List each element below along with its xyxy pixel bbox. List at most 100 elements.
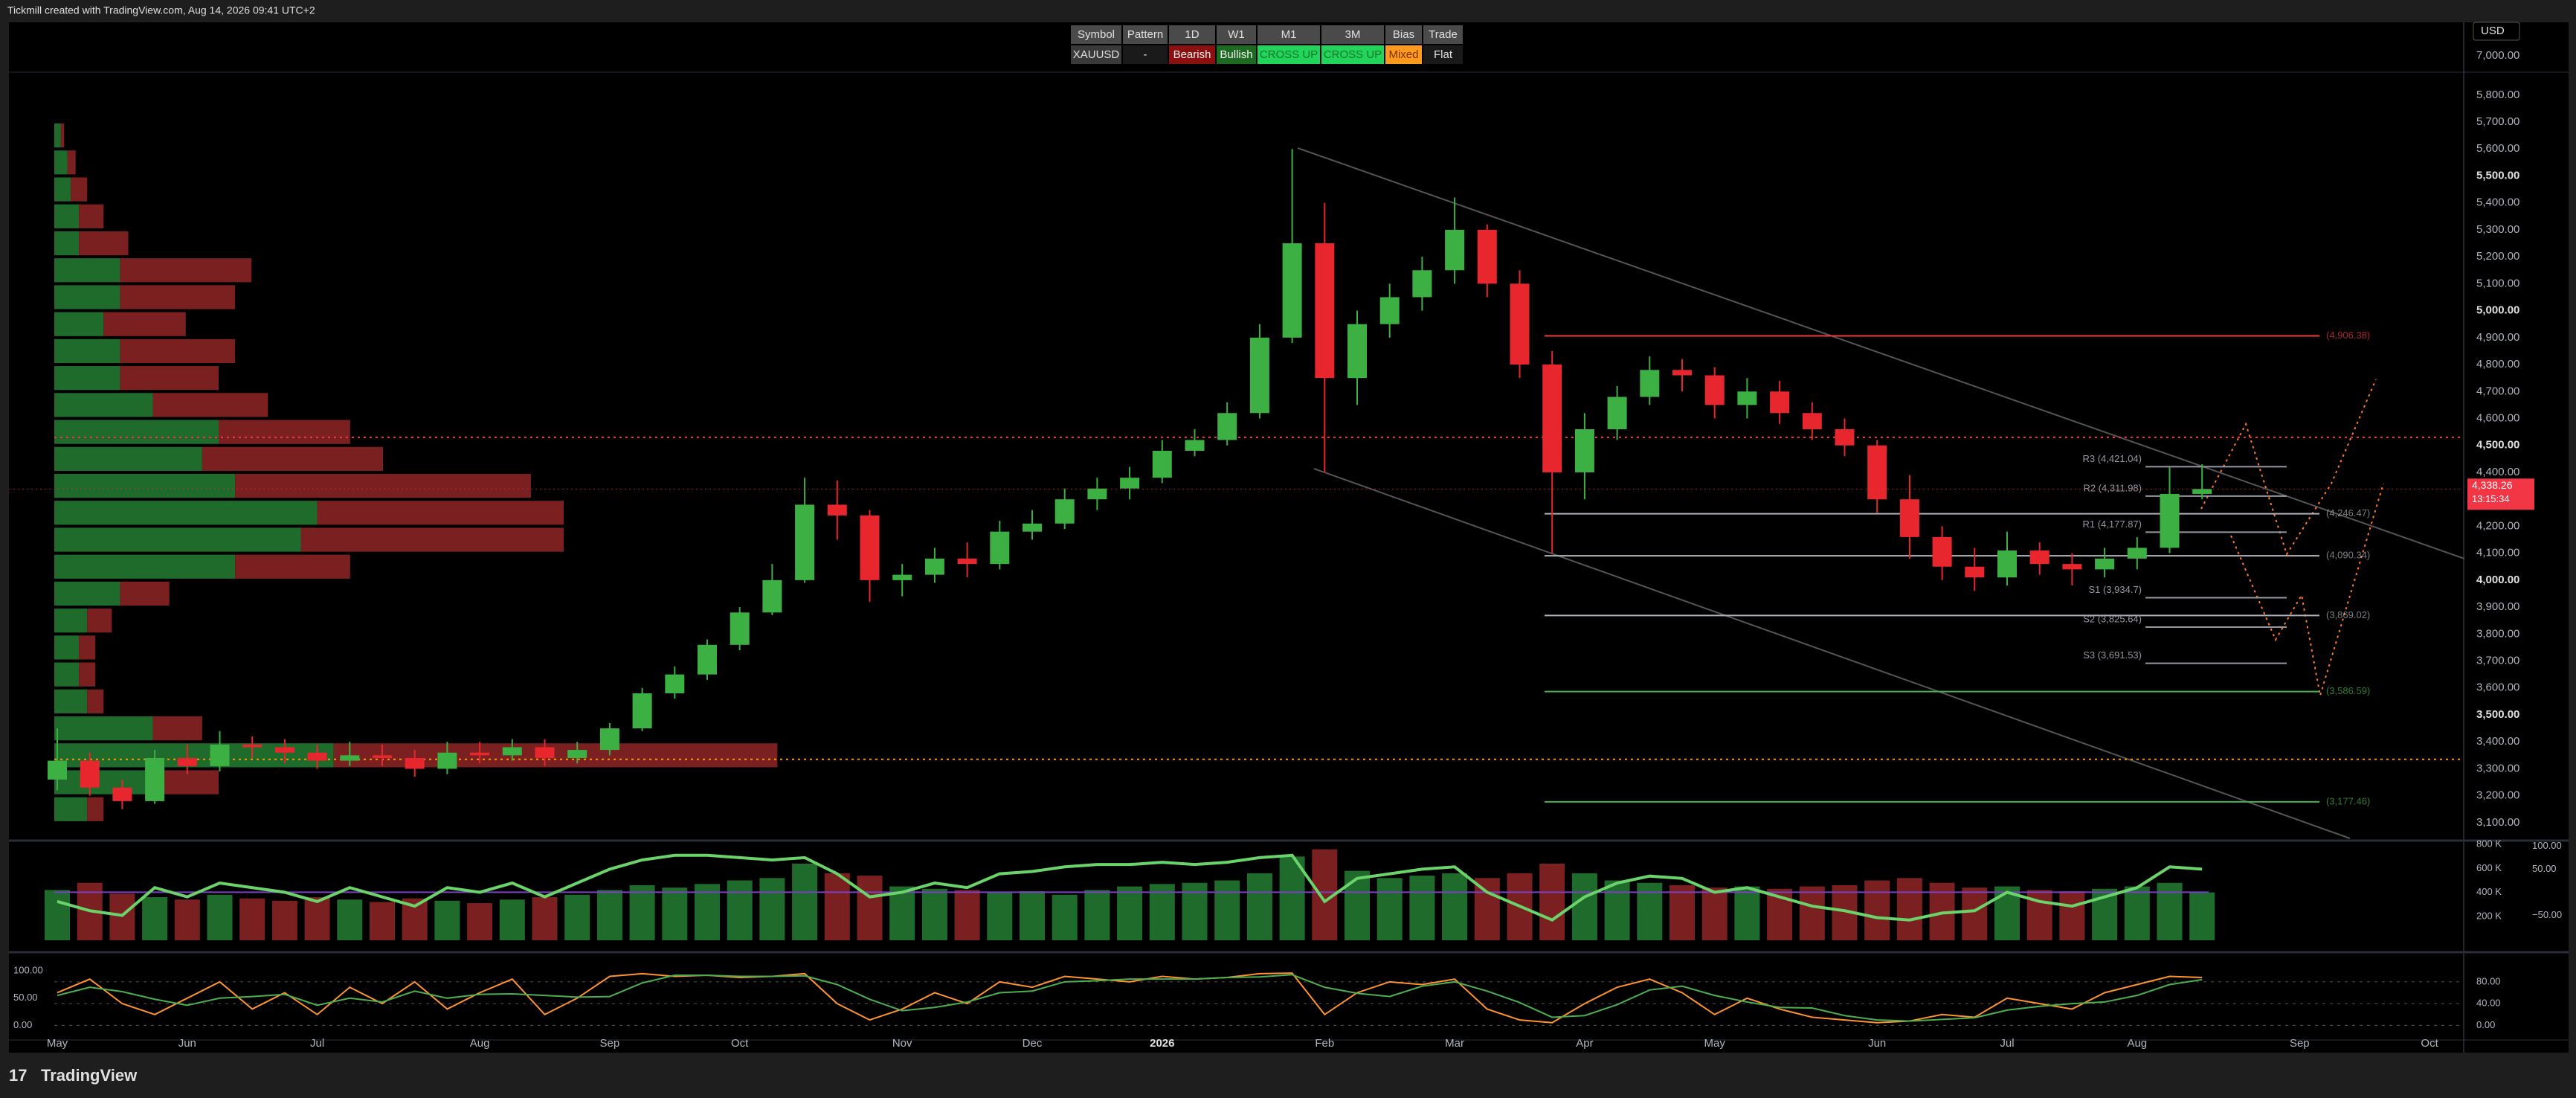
volume-bar <box>1604 880 1630 940</box>
profile-down <box>152 716 202 741</box>
volume-bar <box>1474 878 1500 940</box>
candle-body <box>242 744 263 748</box>
projection <box>2230 483 2384 696</box>
oscillator-line <box>57 974 2203 1022</box>
candle-body <box>502 747 522 756</box>
y-tick-label: 4,500.00 <box>2476 439 2519 452</box>
candle-body <box>1347 324 1367 379</box>
x-tick-label: Dec <box>1023 1037 1043 1050</box>
zone-label: (3,177.46) <box>2326 795 2370 806</box>
y-tick-label: 600 K <box>2476 862 2502 873</box>
candle-body <box>145 757 165 801</box>
profile-down <box>300 527 564 552</box>
candle-body <box>795 504 815 580</box>
candle-body <box>1412 270 1432 298</box>
y-tick-label: 400 K <box>2476 886 2502 897</box>
y-tick-label: 5,700.00 <box>2476 115 2519 128</box>
x-tick-label: May <box>47 1037 68 1050</box>
y2-tick-label: 80.00 <box>2476 975 2501 986</box>
table-cell: M1 <box>1258 25 1320 44</box>
y-tick-label: 5,800.00 <box>2476 89 2519 101</box>
candle-body <box>1120 478 1140 489</box>
x-tick-label: Oct <box>731 1037 749 1050</box>
candle-body <box>2029 550 2049 565</box>
x-tick-label: Sep <box>2290 1037 2310 1050</box>
y-tick-label: 3,800.00 <box>2476 627 2519 640</box>
pivot-label: S3 (3,691.53) <box>2083 649 2142 661</box>
profile-down <box>87 797 104 821</box>
y-tick-label: 5,300.00 <box>2476 223 2519 236</box>
candle-body <box>2160 493 2180 548</box>
profile-up <box>54 527 301 552</box>
x-tick-label: Aug <box>470 1037 490 1050</box>
zone-label: (3,869.02) <box>2326 609 2370 620</box>
candle-body <box>665 674 685 694</box>
table-cell: - <box>1123 45 1168 64</box>
brand-logo: 17 <box>9 1066 27 1085</box>
profile-down <box>79 635 96 660</box>
candle-body <box>307 752 327 761</box>
volume-bar <box>987 892 1013 940</box>
profile-down <box>152 393 268 417</box>
profile-down <box>120 366 219 391</box>
candle-body <box>1087 488 1107 500</box>
profile-up <box>54 662 80 687</box>
candle-body <box>892 574 912 580</box>
volume-bar <box>1279 856 1305 940</box>
candle-body <box>1965 566 1985 578</box>
candle-body <box>80 760 100 788</box>
pivot-label: R3 (4,421.04) <box>2083 453 2142 464</box>
volume-bar <box>1637 882 1663 940</box>
profile-down <box>103 312 186 336</box>
volume-bar <box>2059 891 2085 940</box>
profile-down <box>120 581 170 606</box>
x-tick-label: May <box>1704 1037 1726 1050</box>
candle-body <box>860 515 880 580</box>
candle-body <box>1379 297 1400 324</box>
y-tick-label: 4,000.00 <box>2476 574 2519 586</box>
momentum-line <box>57 853 2203 922</box>
table-cell: Bearish <box>1169 45 1215 64</box>
profile-up <box>54 446 202 471</box>
profile-down <box>202 446 383 471</box>
profile-down <box>60 123 65 148</box>
y-tick-label: 4,700.00 <box>2476 385 2519 397</box>
candle-body <box>2192 489 2212 494</box>
y-tick-label: 5,200.00 <box>2476 250 2519 263</box>
candle-body <box>1023 523 1042 532</box>
candle-body <box>827 504 847 516</box>
axis-top-label: 7,000.00 <box>2476 49 2519 62</box>
y2-tick-label: 40.00 <box>2476 998 2501 1009</box>
profile-up <box>54 393 153 417</box>
candle-body <box>1542 365 1562 472</box>
profile-down <box>79 231 129 256</box>
y-tick-label: 800 K <box>2476 838 2502 850</box>
brand[interactable]: TradingView <box>41 1066 138 1085</box>
volume-bar <box>1020 891 1045 940</box>
currency-box[interactable] <box>2473 22 2520 41</box>
signal-table: Symbol Pattern 1D W1 M1 3M Bias Trade XAUUSD - Bea… <box>1071 25 1463 64</box>
last-price-box <box>2467 478 2534 510</box>
profile-up <box>54 609 88 633</box>
x-tick-label: Jul <box>2000 1037 2014 1050</box>
volume-bar <box>337 899 363 940</box>
volume-bar <box>1214 880 1240 940</box>
currency[interactable]: USD <box>2481 25 2505 37</box>
candle-body <box>535 747 555 758</box>
candle-body <box>2095 558 2115 570</box>
profile-up <box>54 366 120 391</box>
last-price-label: 4,338.26 <box>2472 479 2513 491</box>
candle-body <box>1249 337 1269 414</box>
x-tick-label: Feb <box>1315 1037 1334 1050</box>
profile-down <box>79 204 104 228</box>
candle-body <box>1932 536 1952 567</box>
volume-bar <box>1376 878 1403 940</box>
profile-up <box>54 581 120 606</box>
profile-up <box>54 312 104 336</box>
y2-tick-label: 0.00 <box>2476 1019 2495 1030</box>
candle-body <box>373 755 392 758</box>
volume-bar <box>1734 886 1760 940</box>
profile-up <box>54 123 61 148</box>
candle-body <box>340 755 360 761</box>
